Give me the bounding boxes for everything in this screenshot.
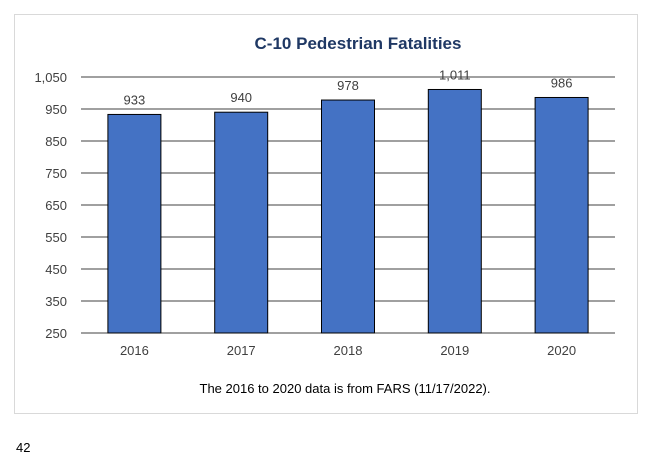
y-tick-label: 650	[45, 198, 67, 213]
data-label: 978	[337, 78, 359, 93]
x-axis-tick-labels: 2016 2017 2018 2019 2020	[120, 343, 576, 358]
page-number: 42	[16, 440, 31, 455]
chart-frame: C-10 Pedestrian Fatalities 250 350 450 550 6…	[14, 14, 638, 414]
bar-chart: C-10 Pedestrian Fatalities 250 350 450 550 6…	[34, 34, 615, 396]
chart-title: C-10 Pedestrian Fatalities	[255, 34, 462, 53]
y-tick-label: 850	[45, 134, 67, 149]
data-label: 986	[551, 75, 573, 90]
y-tick-label: 550	[45, 230, 67, 245]
data-label: 933	[124, 92, 146, 107]
source-note: The 2016 to 2020 data is from FARS (11/1…	[200, 381, 491, 396]
y-tick-label: 1,050	[34, 70, 67, 85]
data-label: 940	[230, 90, 252, 105]
data-labels: 933 940 978 1,011 986	[124, 67, 573, 107]
y-tick-label: 950	[45, 102, 67, 117]
x-tick-label: 2016	[120, 343, 149, 358]
x-tick-label: 2017	[227, 343, 256, 358]
bar-2018	[321, 99, 375, 334]
bar-2017	[214, 111, 269, 334]
bar-2020	[534, 96, 589, 334]
y-axis-tick-labels: 250 350 450 550 650 750 850 950 1,050	[34, 70, 67, 341]
bars	[107, 88, 589, 334]
x-tick-label: 2019	[440, 343, 469, 358]
y-tick-label: 750	[45, 166, 67, 181]
data-label: 1,011	[439, 67, 471, 82]
y-tick-label: 450	[45, 262, 67, 277]
bar-2016	[107, 113, 162, 334]
x-tick-label: 2020	[547, 343, 576, 358]
y-tick-label: 350	[45, 294, 67, 309]
y-tick-label: 250	[45, 326, 67, 341]
bar-2019	[427, 88, 482, 334]
x-tick-label: 2018	[334, 343, 363, 358]
